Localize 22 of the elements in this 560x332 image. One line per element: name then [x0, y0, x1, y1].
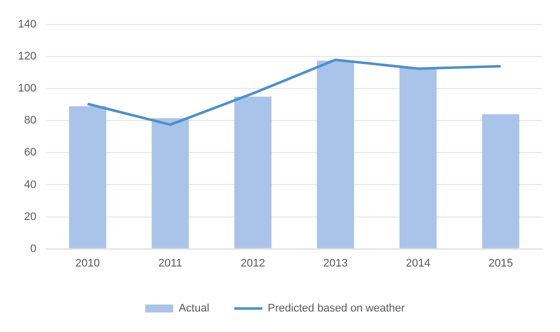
y-tick-label: 0 — [30, 242, 36, 255]
x-tick-label: 2012 — [240, 257, 266, 270]
y-tick-label: 60 — [24, 146, 36, 159]
bar — [69, 106, 106, 248]
x-tick-label: 2015 — [488, 257, 513, 270]
x-tick-label: 2010 — [75, 257, 100, 270]
x-tick-label: 2013 — [323, 257, 348, 270]
y-tick-label: 120 — [18, 50, 36, 63]
bar — [152, 118, 189, 248]
x-tick-label: 2011 — [158, 257, 182, 270]
bar — [234, 96, 272, 248]
y-tick-label: 20 — [24, 210, 36, 223]
bar — [316, 60, 354, 248]
y-tick-label: 40 — [24, 178, 36, 191]
bar — [400, 68, 437, 248]
y-tick-label: 100 — [18, 82, 36, 95]
bar — [482, 114, 520, 248]
y-tick-label: 80 — [24, 114, 36, 127]
x-tick-label: 2014 — [406, 257, 430, 270]
y-tick-label: 140 — [18, 18, 36, 31]
legend-label: Predicted based on weather — [268, 302, 406, 315]
legend-label: Actual — [178, 302, 210, 315]
